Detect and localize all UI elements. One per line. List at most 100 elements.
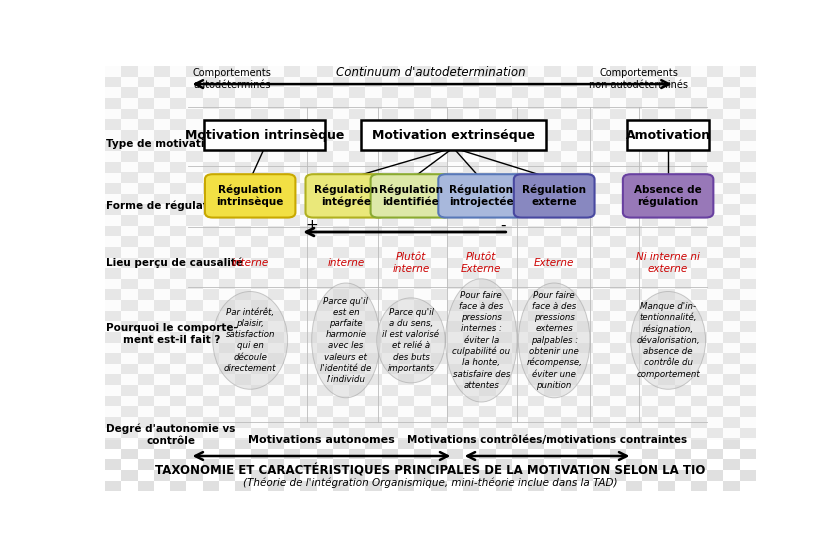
Bar [528, 438, 544, 449]
Bar [463, 396, 480, 406]
Bar [544, 109, 561, 119]
Bar [333, 374, 349, 385]
Bar [105, 247, 121, 257]
Bar [186, 66, 202, 77]
Bar [447, 406, 463, 417]
Bar [398, 459, 414, 470]
Bar [154, 406, 171, 417]
Bar [447, 109, 463, 119]
Bar [171, 204, 186, 215]
Bar [740, 194, 756, 204]
Bar [398, 289, 414, 300]
Bar [496, 481, 512, 491]
Bar [235, 289, 251, 300]
Bar [268, 119, 284, 130]
Bar [512, 109, 528, 119]
Bar [349, 109, 365, 119]
Bar [186, 342, 202, 353]
Bar [202, 481, 219, 491]
Bar [610, 385, 626, 396]
Bar [610, 321, 626, 332]
Bar [561, 119, 577, 130]
Bar [544, 236, 561, 247]
Bar [659, 481, 675, 491]
Bar [154, 66, 171, 77]
Bar [675, 87, 690, 98]
Bar [772, 172, 789, 183]
Bar [463, 204, 480, 215]
Bar [414, 406, 431, 417]
Bar [414, 236, 431, 247]
Bar [593, 332, 610, 342]
Bar [675, 385, 690, 396]
Bar [219, 130, 235, 141]
Bar [138, 141, 154, 151]
Bar [431, 226, 447, 236]
Bar [675, 172, 690, 183]
Bar [202, 183, 219, 194]
Bar [690, 438, 707, 449]
Bar [398, 332, 414, 342]
Bar [138, 226, 154, 236]
Bar [121, 449, 138, 459]
Bar [219, 385, 235, 396]
Bar [480, 279, 496, 289]
Bar [414, 194, 431, 204]
Bar [561, 141, 577, 151]
Bar [463, 56, 480, 66]
Bar [186, 279, 202, 289]
Bar [626, 226, 642, 236]
Bar [431, 289, 447, 300]
Bar [333, 119, 349, 130]
Bar [626, 56, 642, 66]
Bar [235, 353, 251, 364]
Bar [707, 364, 723, 374]
Bar [431, 268, 447, 279]
Bar [121, 427, 138, 438]
Bar [398, 311, 414, 321]
Bar [154, 257, 171, 268]
Bar [659, 162, 675, 172]
Bar [528, 459, 544, 470]
Bar [642, 236, 659, 247]
Bar [593, 481, 610, 491]
Bar [414, 427, 431, 438]
Bar [154, 194, 171, 204]
Bar [333, 141, 349, 151]
Bar [626, 417, 642, 427]
Bar [202, 438, 219, 449]
FancyBboxPatch shape [514, 174, 595, 217]
FancyBboxPatch shape [438, 174, 524, 217]
Bar [463, 374, 480, 385]
Bar [365, 481, 381, 491]
Bar [333, 56, 349, 66]
Bar [381, 300, 398, 311]
Bar [642, 279, 659, 289]
Bar [690, 204, 707, 215]
Bar [301, 459, 317, 470]
Bar [659, 353, 675, 364]
Bar [626, 353, 642, 364]
Bar [431, 396, 447, 406]
Bar [398, 247, 414, 257]
Bar [365, 459, 381, 470]
Bar [463, 311, 480, 321]
Bar [593, 98, 610, 109]
Bar [512, 470, 528, 481]
Bar [675, 449, 690, 459]
Bar [447, 236, 463, 247]
Bar [431, 183, 447, 194]
Bar [610, 470, 626, 481]
Bar [463, 183, 480, 194]
Text: Motivation intrinsèque: Motivation intrinsèque [185, 129, 344, 142]
Bar [593, 56, 610, 66]
Bar [284, 215, 301, 226]
Bar [251, 236, 268, 247]
Bar [593, 396, 610, 406]
Bar [268, 396, 284, 406]
Bar [707, 236, 723, 247]
Text: Forme de régulation: Forme de régulation [107, 200, 227, 211]
Bar [756, 289, 772, 300]
Bar [235, 162, 251, 172]
Bar [171, 289, 186, 300]
